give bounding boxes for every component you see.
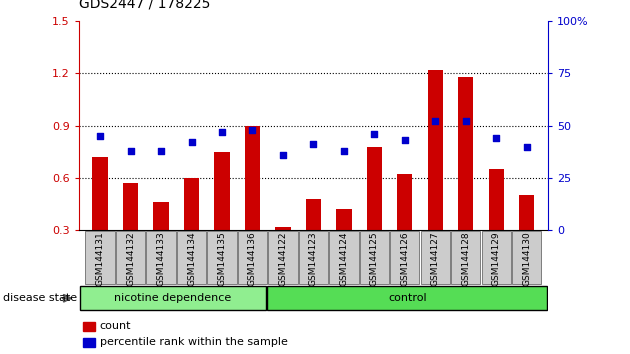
Bar	[154, 202, 169, 230]
Text: GSM144134: GSM144134	[187, 232, 196, 286]
Text: GSM144133: GSM144133	[156, 232, 166, 286]
Bar	[83, 338, 95, 347]
Text: GSM144136: GSM144136	[248, 232, 257, 286]
Text: GSM144123: GSM144123	[309, 232, 318, 286]
Text: GSM144122: GSM144122	[278, 232, 287, 286]
Bar	[428, 70, 443, 230]
Bar	[146, 231, 176, 284]
Text: percentile rank within the sample: percentile rank within the sample	[100, 337, 288, 347]
Bar	[398, 175, 413, 230]
Bar	[489, 169, 504, 230]
Text: GSM144127: GSM144127	[431, 232, 440, 286]
Point	[369, 131, 379, 137]
Point	[278, 152, 288, 158]
Text: GSM144128: GSM144128	[461, 232, 471, 286]
Bar	[93, 157, 108, 230]
Text: GDS2447 / 178225: GDS2447 / 178225	[79, 0, 210, 11]
Bar	[123, 183, 138, 230]
Bar	[83, 322, 95, 331]
Bar	[367, 147, 382, 230]
Bar	[116, 231, 145, 284]
Text: GSM144129: GSM144129	[492, 232, 501, 286]
Text: control: control	[388, 293, 427, 303]
Bar	[214, 152, 229, 230]
Bar	[458, 77, 473, 230]
Point	[95, 133, 105, 139]
Bar	[306, 199, 321, 230]
Text: GSM144135: GSM144135	[217, 232, 227, 286]
Text: GSM144125: GSM144125	[370, 232, 379, 286]
Point	[339, 148, 349, 154]
Bar	[245, 126, 260, 230]
Text: GSM144132: GSM144132	[126, 232, 135, 286]
Text: nicotine dependence: nicotine dependence	[114, 293, 231, 303]
Bar	[299, 231, 328, 284]
Bar	[207, 231, 237, 284]
Text: GSM144131: GSM144131	[96, 232, 105, 286]
Bar	[329, 231, 358, 284]
Bar	[238, 231, 267, 284]
Text: count: count	[100, 321, 132, 331]
Bar	[268, 231, 297, 284]
Text: GSM144124: GSM144124	[340, 232, 348, 286]
Bar	[482, 231, 511, 284]
Point	[522, 144, 532, 149]
Point	[430, 119, 440, 124]
Bar	[519, 195, 534, 230]
Text: GSM144130: GSM144130	[522, 232, 531, 286]
Bar	[86, 231, 115, 284]
Point	[156, 148, 166, 154]
Bar	[336, 209, 352, 230]
Point	[461, 119, 471, 124]
Point	[400, 137, 410, 143]
Bar	[275, 227, 290, 230]
Point	[248, 127, 258, 133]
Point	[125, 148, 135, 154]
Point	[186, 139, 197, 145]
Bar	[267, 286, 547, 310]
Bar	[451, 231, 481, 284]
Bar	[360, 231, 389, 284]
Text: disease state: disease state	[3, 293, 77, 303]
Bar	[177, 231, 206, 284]
Bar	[421, 231, 450, 284]
Point	[491, 135, 501, 141]
Bar	[184, 178, 199, 230]
Text: GSM144126: GSM144126	[400, 232, 410, 286]
Point	[309, 142, 319, 147]
Point	[217, 129, 227, 135]
Bar	[390, 231, 420, 284]
Bar	[512, 231, 541, 284]
Bar	[79, 286, 266, 310]
